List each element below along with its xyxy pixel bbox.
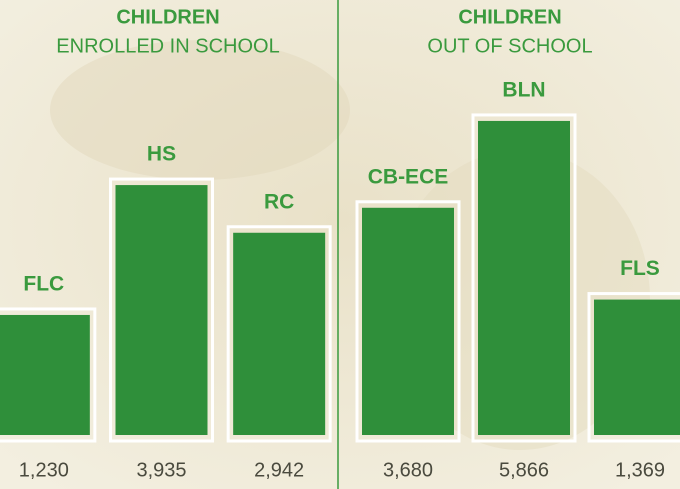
bar	[0, 315, 90, 435]
category-label: FLS	[620, 257, 660, 280]
bar	[594, 300, 680, 435]
category-label: BLN	[502, 78, 545, 101]
value-label: 1,369	[615, 459, 665, 481]
category-label: RC	[264, 190, 294, 213]
chart-title: CHILDREN	[458, 6, 561, 28]
value-label: 1,230	[19, 459, 69, 481]
value-label: 2,942	[254, 459, 304, 481]
category-label: CB-ECE	[368, 165, 449, 188]
value-label: 3,680	[383, 459, 433, 481]
chart: CHILDREN ENROLLED IN SCHOOL FLC 1,230 HS 3,93…	[0, 0, 680, 489]
bar	[116, 185, 208, 435]
chart-title: CHILDREN	[116, 6, 219, 28]
bar	[478, 121, 570, 435]
chart-subtitle: OUT OF SCHOOL	[427, 35, 592, 57]
value-label: 5,866	[499, 459, 549, 481]
category-label: HS	[147, 143, 176, 166]
bar	[233, 233, 325, 435]
category-label: FLC	[23, 273, 64, 296]
bar	[362, 208, 454, 435]
backdrop-shape	[50, 40, 350, 180]
chart-subtitle: ENROLLED IN SCHOOL	[56, 35, 279, 57]
value-label: 3,935	[136, 459, 186, 481]
